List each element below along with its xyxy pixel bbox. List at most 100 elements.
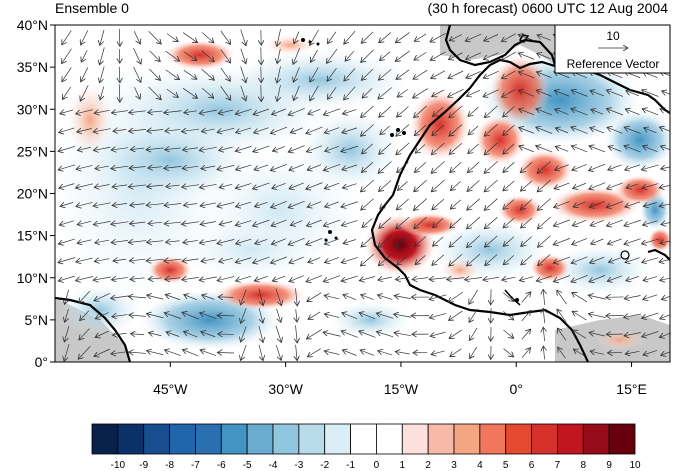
wind-vector — [131, 334, 145, 335]
wind-vector — [341, 275, 358, 281]
wind-vector — [293, 67, 300, 82]
wind-vector — [503, 199, 515, 210]
wind-vector — [147, 185, 164, 187]
wind-vector — [450, 161, 462, 172]
wind-vector — [467, 198, 480, 211]
wind-vector — [590, 91, 605, 97]
wind-vector — [607, 219, 623, 226]
wind-vector — [521, 310, 531, 322]
wind-vector — [93, 277, 111, 280]
wind-vector — [220, 68, 230, 81]
wind-vector — [100, 66, 105, 82]
wind-vector — [413, 69, 428, 79]
lat-tick-label: 25°N — [17, 143, 48, 159]
wind-vector — [111, 277, 128, 279]
wind-vector — [450, 217, 462, 228]
wind-vector — [147, 130, 164, 132]
wind-vector — [643, 276, 658, 281]
wind-vector — [133, 48, 141, 64]
wind-vector — [94, 184, 110, 187]
wind-vector — [503, 106, 515, 117]
wind-vector — [449, 143, 463, 154]
colorbar-label: 6 — [529, 460, 535, 471]
wind-vector — [253, 219, 270, 226]
wind-vector — [536, 72, 552, 78]
wind-vector — [521, 292, 531, 303]
wind-vector — [518, 90, 535, 97]
wind-vector — [324, 182, 340, 188]
wind-vector — [165, 278, 181, 280]
wind-vector — [202, 87, 213, 98]
wind-vector — [469, 327, 478, 341]
wind-vector — [296, 325, 298, 343]
wind-vector — [503, 329, 513, 338]
wind-vector — [543, 308, 545, 324]
wind-vector — [259, 308, 263, 323]
colorbar-swatch — [401, 423, 429, 455]
wind-vector — [306, 126, 323, 133]
colorbar-label: 3 — [451, 460, 457, 471]
wind-vector — [94, 259, 110, 262]
wind-vector — [361, 105, 374, 118]
wind-vector — [520, 161, 533, 173]
colorbar-swatch — [298, 423, 326, 455]
wind-vector — [433, 218, 444, 227]
wind-vector — [75, 183, 94, 188]
wind-vector — [554, 182, 570, 189]
wind-vector — [164, 166, 182, 168]
lat-tick-label: 15°N — [17, 228, 48, 244]
wind-vector — [360, 253, 375, 266]
reference-vector-legend: 10 Reference Vector — [554, 25, 670, 74]
wind-vector — [271, 201, 287, 207]
colorbar-label: 0 — [374, 460, 380, 471]
wind-vector — [323, 163, 341, 170]
wind-vector — [271, 238, 287, 245]
wind-vector — [201, 129, 215, 132]
wind-vector — [182, 277, 199, 279]
wind-vector — [397, 106, 409, 117]
wind-vector — [536, 146, 553, 153]
wind-vector — [149, 333, 162, 336]
wind-vector — [643, 294, 658, 300]
wind-vector — [81, 50, 88, 62]
wind-vector — [414, 124, 427, 135]
wind-vector — [378, 235, 392, 248]
wind-vector — [183, 331, 198, 338]
wind-vector — [183, 203, 198, 205]
wind-vector — [129, 111, 146, 113]
colorbar-label: 8 — [581, 460, 587, 471]
wind-vector — [129, 315, 146, 316]
wind-vector — [255, 238, 268, 243]
wind-vector — [272, 146, 286, 151]
wind-vector — [483, 277, 499, 280]
lat-tick-label: 35°N — [17, 59, 48, 75]
wind-vector — [538, 254, 551, 265]
wind-vector — [484, 142, 498, 155]
wind-vector — [571, 90, 588, 97]
wind-vector — [606, 90, 624, 97]
wind-vector — [484, 216, 498, 229]
wind-vector — [258, 344, 263, 361]
colorbar-label: 5 — [503, 460, 509, 471]
wind-vector — [240, 66, 246, 83]
wind-vector — [60, 109, 74, 114]
colorbar-label: -8 — [165, 460, 174, 471]
wind-vector — [288, 145, 305, 153]
wind-vector — [164, 313, 182, 319]
wind-vector — [240, 85, 246, 101]
wind-vector — [201, 32, 214, 43]
colorbar-swatch — [272, 423, 300, 455]
wind-vector — [641, 238, 659, 244]
wind-vector — [235, 146, 252, 151]
wind-vector — [344, 30, 356, 44]
wind-vector — [467, 253, 481, 266]
wind-vector — [571, 256, 588, 263]
wind-vector — [642, 90, 659, 97]
wind-vector — [128, 296, 147, 297]
wind-vector — [466, 235, 481, 248]
wind-vector — [521, 236, 533, 247]
wind-vector — [79, 290, 91, 303]
wind-vector — [362, 88, 373, 98]
wind-vector — [310, 29, 319, 46]
wind-vector — [380, 125, 390, 135]
